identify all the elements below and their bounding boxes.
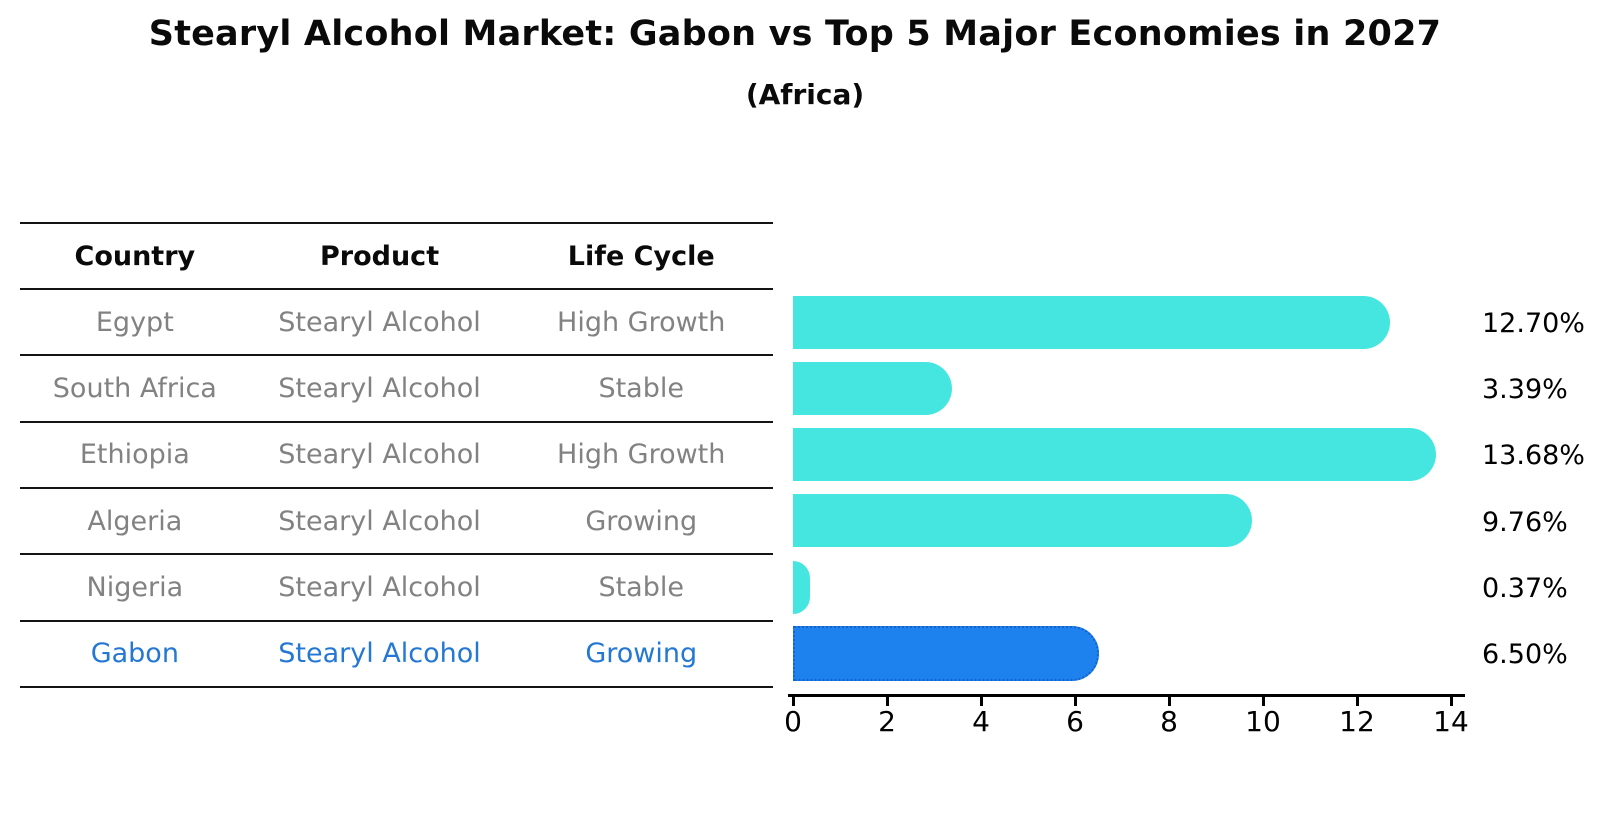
bar-gabon <box>793 626 1099 682</box>
country-table: Country Product Life Cycle Egypt Stearyl… <box>20 222 773 688</box>
product-cell: Stearyl Alcohol <box>278 571 481 603</box>
lifecycle-cell: Growing <box>585 638 698 670</box>
country-cell: Gabon <box>90 638 179 670</box>
x-tick-label: 0 <box>784 705 802 738</box>
x-tick <box>791 697 795 706</box>
lifecycle-cell: High Growth <box>557 439 726 471</box>
country-cell: Algeria <box>87 505 183 537</box>
country-cell: Ethiopia <box>79 439 190 471</box>
x-tick <box>1167 697 1171 706</box>
table-row: Algeria Stearyl Alcohol Growing <box>20 489 773 556</box>
table-row: Ethiopia Stearyl Alcohol High Growth <box>20 423 773 489</box>
x-axis: 0 2 4 6 8 10 12 14 <box>784 694 1478 754</box>
x-tick-label: 6 <box>1066 705 1084 738</box>
page-title: Stearyl Alcohol Market: Gabon vs Top 5 M… <box>148 14 1442 54</box>
bar-nigeria <box>793 560 811 614</box>
bar-value-label: 13.68% <box>1482 440 1585 472</box>
header-country: Country <box>74 240 196 272</box>
lifecycle-cell: Growing <box>585 505 698 537</box>
x-tick <box>1073 697 1077 706</box>
x-tick-label: 10 <box>1245 705 1281 738</box>
bar-value-label: 3.39% <box>1482 373 1568 405</box>
x-tick-label: 2 <box>878 705 896 738</box>
table-body: Egypt Stearyl Alcohol High Growth South … <box>20 290 773 688</box>
x-tick <box>979 697 983 706</box>
x-tick-label: 4 <box>972 705 990 738</box>
country-cell: Nigeria <box>86 571 184 603</box>
header-lifecycle: Life Cycle <box>567 240 715 272</box>
header-product: Product <box>319 240 440 272</box>
x-tick <box>1355 697 1359 706</box>
product-cell: Stearyl Alcohol <box>278 306 481 338</box>
country-cell: Egypt <box>95 306 174 338</box>
table-row: Nigeria Stearyl Alcohol Stable <box>20 555 773 622</box>
country-cell: South Africa <box>52 372 217 404</box>
x-tick-label: 12 <box>1339 705 1375 738</box>
bar-egypt <box>793 295 1390 349</box>
bar-ethiopia <box>793 428 1436 482</box>
x-tick-label: 8 <box>1160 705 1178 738</box>
bar-value-label: 12.70% <box>1482 307 1585 339</box>
x-tick <box>1449 697 1453 706</box>
bar-algeria <box>793 494 1252 548</box>
table-row: Egypt Stearyl Alcohol High Growth <box>20 290 773 357</box>
bar-value-label: 9.76% <box>1482 506 1568 538</box>
bar-chart <box>793 290 1473 688</box>
product-cell: Stearyl Alcohol <box>278 439 481 471</box>
bar-value-label: 0.37% <box>1482 572 1568 604</box>
product-cell: Stearyl Alcohol <box>278 505 481 537</box>
lifecycle-cell: Stable <box>598 571 684 603</box>
bar-south-africa <box>793 361 953 415</box>
lifecycle-cell: Stable <box>598 372 684 404</box>
bar-value-label: 6.50% <box>1482 639 1568 671</box>
x-axis-line <box>788 694 1465 697</box>
product-cell: Stearyl Alcohol <box>278 372 481 404</box>
table-row: Gabon Stearyl Alcohol Growing <box>20 622 773 688</box>
lifecycle-cell: High Growth <box>557 306 726 338</box>
product-cell: Stearyl Alcohol <box>278 638 481 670</box>
x-tick-label: 14 <box>1433 705 1469 738</box>
table-header-row: Country Product Life Cycle <box>20 222 773 290</box>
x-tick <box>1261 697 1265 706</box>
page-subtitle: (Africa) <box>745 78 865 111</box>
table-row: South Africa Stearyl Alcohol Stable <box>20 356 773 423</box>
x-tick <box>885 697 889 706</box>
